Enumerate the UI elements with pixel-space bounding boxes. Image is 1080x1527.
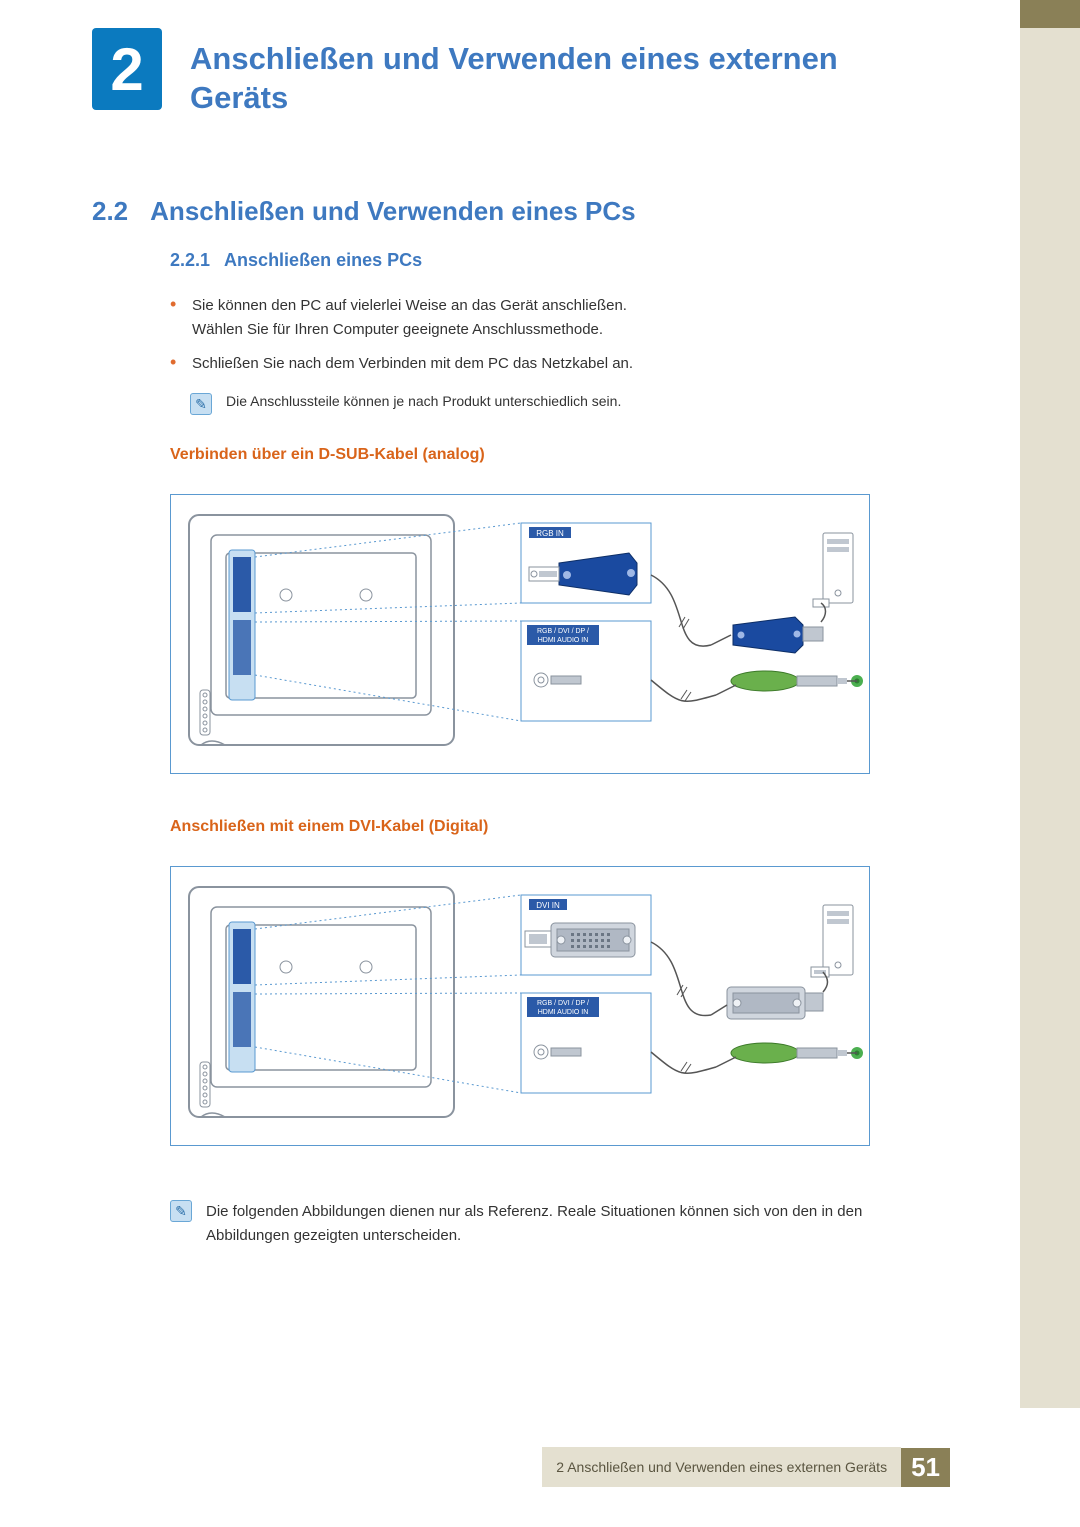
diagram-dvi: DVI IN RGB / DVI / DP / HDMI AUDIO IN [170, 866, 870, 1146]
subsection-number: 2.2.1 [170, 250, 210, 271]
subsection-heading: 2.2.1 Anschließen eines PCs [170, 250, 422, 271]
note-text: Die Anschlussteile können je nach Produk… [226, 393, 621, 409]
svg-text:HDMI AUDIO IN: HDMI AUDIO IN [538, 1009, 589, 1016]
bullet-item: Sie können den PC auf vielerlei Weise an… [170, 294, 930, 342]
heading-dsub: Verbinden über ein D-SUB-Kabel (analog) [170, 446, 485, 464]
note-text: Die folgenden Abbildungen dienen nur als… [206, 1200, 930, 1248]
section-title: Anschließen und Verwenden eines PCs [150, 196, 635, 227]
bullet-text: Sie können den PC auf vielerlei Weise an… [192, 297, 627, 338]
footer-page-number: 51 [901, 1448, 950, 1487]
footer-text: 2 Anschließen und Verwenden eines extern… [542, 1447, 901, 1487]
bullet-item: Schließen Sie nach dem Verbinden mit dem… [170, 352, 930, 376]
bullet-list: Sie können den PC auf vielerlei Weise an… [170, 294, 930, 386]
port-label-dvi-in: DVI IN [536, 901, 560, 910]
diagram-dvi-svg: DVI IN RGB / DVI / DP / HDMI AUDIO IN [171, 867, 871, 1147]
svg-text:RGB / DVI / DP /: RGB / DVI / DP / [537, 1000, 589, 1007]
chapter-title: Anschließen und Verwenden eines externen… [190, 40, 920, 118]
header-accent-bar [1020, 0, 1080, 28]
heading-dvi: Anschließen mit einem DVI-Kabel (Digital… [170, 818, 488, 836]
note-row-bottom: ✎ Die folgenden Abbildungen dienen nur a… [170, 1200, 930, 1248]
note-icon: ✎ [190, 393, 212, 415]
diagram-dsub: RGB IN RGB / DVI / DP / HDMI AUDIO IN [170, 494, 870, 774]
page-footer: 2 Anschließen und Verwenden eines extern… [542, 1447, 950, 1487]
note-icon: ✎ [170, 1200, 192, 1222]
svg-text:HDMI AUDIO IN: HDMI AUDIO IN [538, 637, 589, 644]
port-label-rgb-in: RGB IN [536, 529, 564, 538]
section-number: 2.2 [92, 196, 128, 227]
note-row: ✎ Die Anschlussteile können je nach Prod… [190, 393, 930, 415]
side-accent-strip [1020, 28, 1080, 1408]
chapter-number-box: 2 [92, 28, 162, 110]
bullet-text: Schließen Sie nach dem Verbinden mit dem… [192, 355, 633, 372]
section-heading: 2.2 Anschließen und Verwenden eines PCs [92, 196, 636, 227]
diagram-dsub-svg: RGB IN RGB / DVI / DP / HDMI AUDIO IN [171, 495, 871, 775]
subsection-title: Anschließen eines PCs [224, 250, 422, 271]
svg-text:RGB / DVI / DP /: RGB / DVI / DP / [537, 628, 589, 635]
